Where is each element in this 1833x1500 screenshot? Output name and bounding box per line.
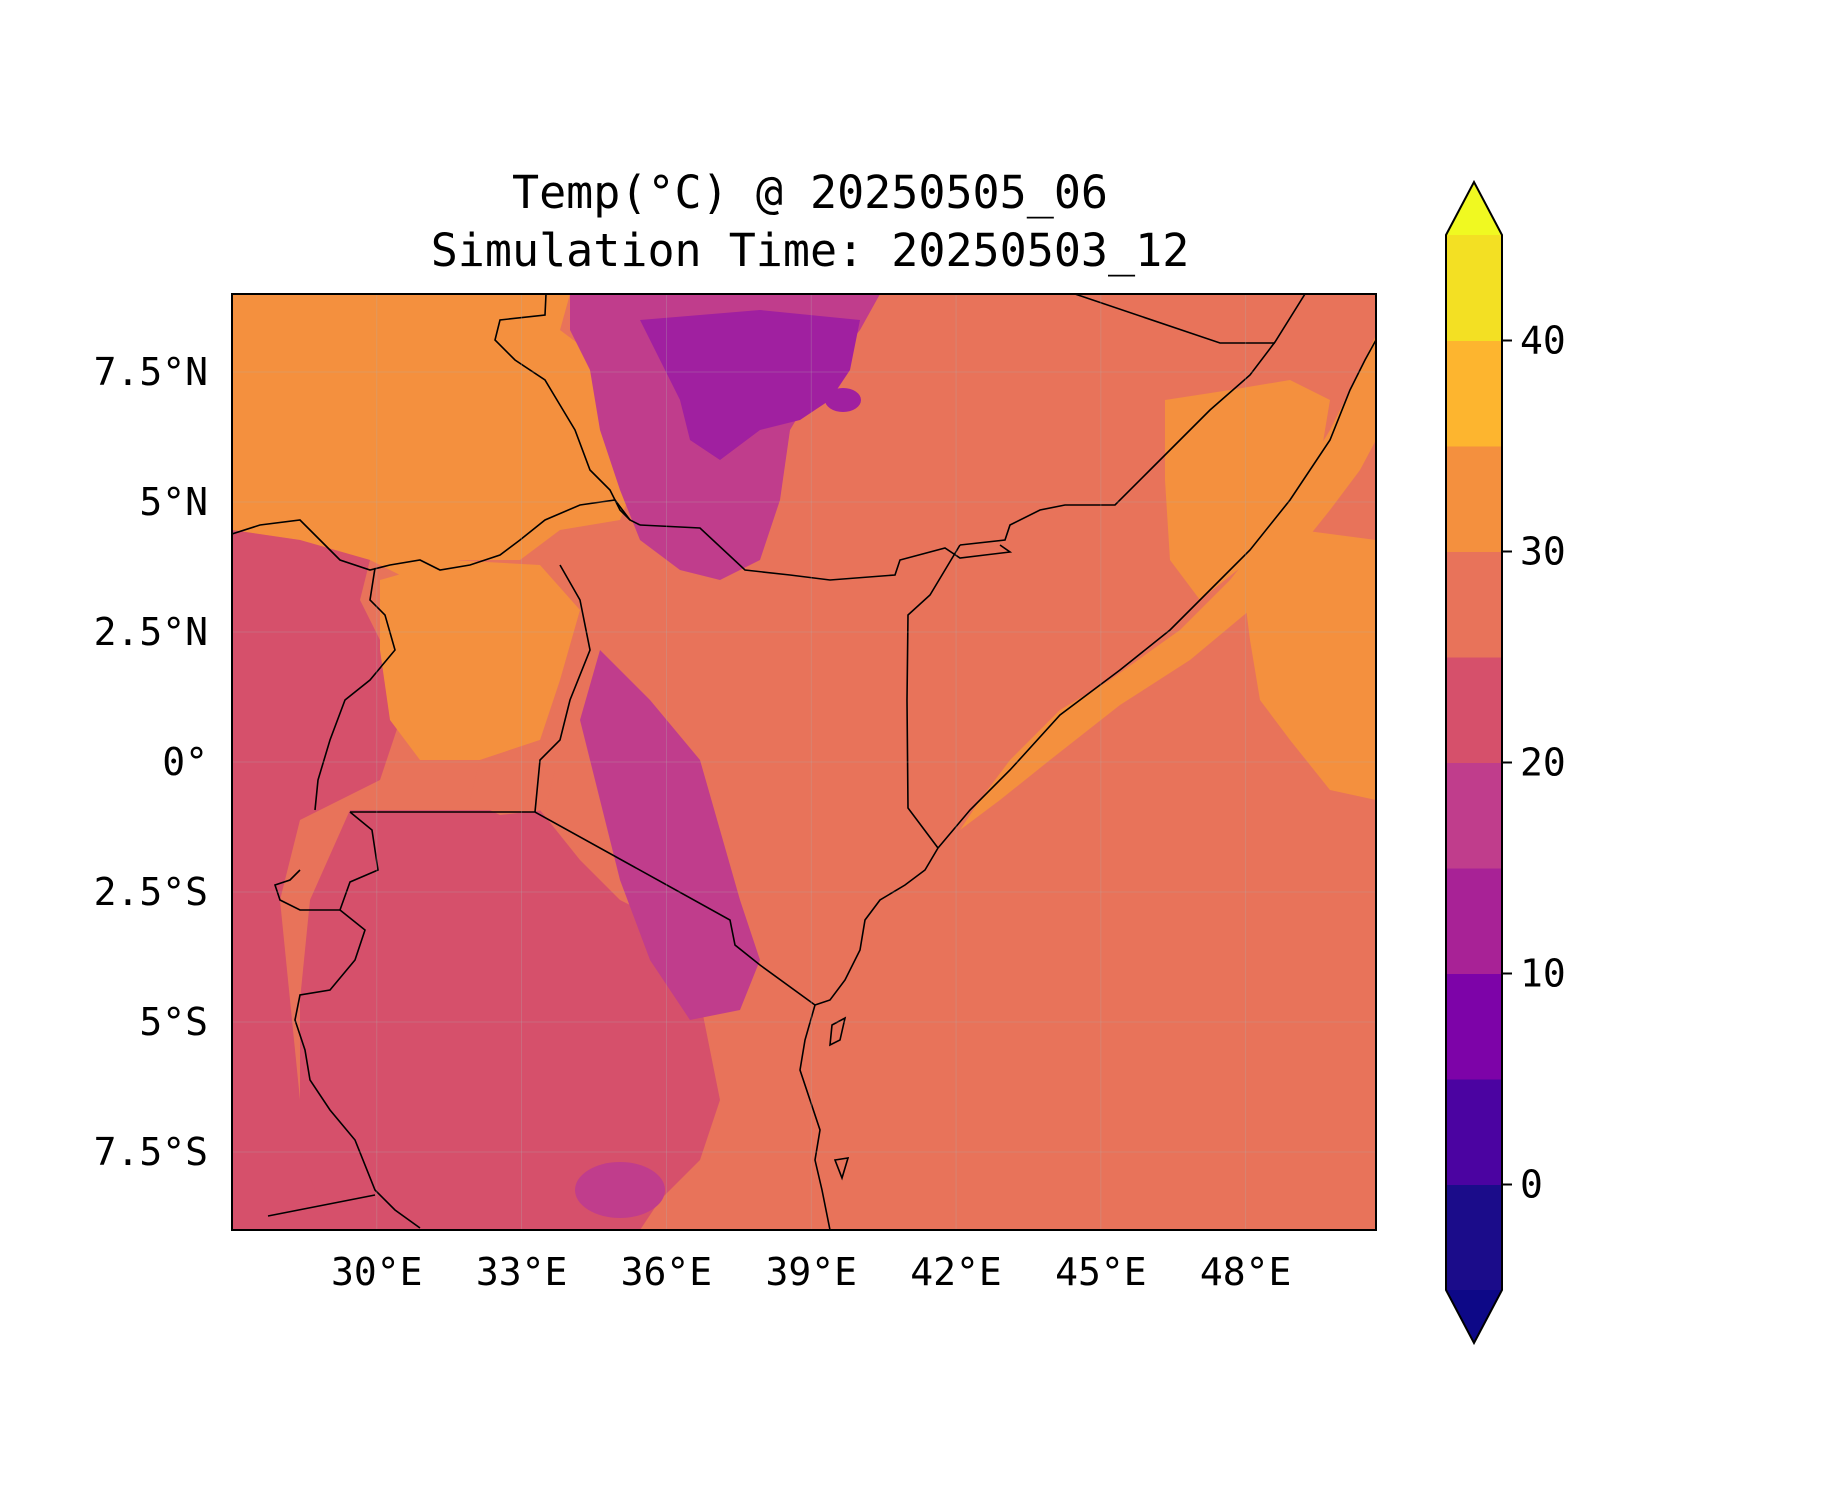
colorbar: 0 10 20 30 40 — [1445, 179, 1566, 1346]
x-tick-label: 36°E — [621, 1250, 713, 1294]
border-south-sudan-uganda — [232, 499, 631, 571]
region-uganda-warm — [380, 560, 580, 760]
y-axis-ticks: 7.5°N 5°N 2.5°N 0° 2.5°S 5°S 7.5°S — [94, 350, 208, 1174]
region-ethiopian-highlands-core — [640, 310, 860, 460]
colorbar-segment — [1446, 446, 1502, 552]
colorbar-segment — [1446, 1184, 1502, 1291]
region-ocean-warm-patch — [1240, 530, 1376, 800]
y-tick-label: 5°N — [139, 480, 208, 524]
border-tanzania-zambia — [267, 1194, 376, 1217]
colorbar-extend-under — [1446, 1290, 1502, 1343]
region-lake-victoria — [470, 740, 555, 815]
colorbar-tick-label: 30 — [1520, 530, 1566, 574]
colorbar-outline — [1445, 179, 1503, 1346]
region-somalia-inland-warm — [1165, 380, 1330, 600]
colorbar-segment — [1446, 657, 1502, 763]
colorbar-tick-label: 10 — [1520, 952, 1566, 996]
region-somalia-coast — [960, 335, 1376, 830]
x-tick-label: 42°E — [910, 1250, 1002, 1294]
island-mafia — [833, 1157, 850, 1181]
border-rwanda-burundi — [273, 811, 379, 911]
border-ethiopia-djibouti — [1074, 294, 1275, 344]
colorbar-tick-label: 20 — [1520, 741, 1566, 785]
y-tick-label: 7.5°S — [94, 1130, 208, 1174]
x-tick-label: 48°E — [1200, 1250, 1292, 1294]
chart-subtitle: Simulation Time: 20250503_12 — [430, 224, 1190, 277]
y-tick-label: 2.5°S — [94, 870, 208, 914]
border-uganda-drc — [314, 567, 396, 811]
x-tick-label: 33°E — [476, 1250, 568, 1294]
region-kenya-highlands — [580, 650, 760, 1020]
region-tanzania-interior — [300, 810, 720, 1230]
colorbar-segment — [1446, 1079, 1502, 1185]
colorbar-tick-label: 40 — [1520, 319, 1566, 363]
region-highland-cold-spot — [825, 388, 861, 412]
border-sudan-ethiopia — [494, 294, 641, 526]
region-north-plains — [232, 294, 640, 575]
island-zanzibar — [829, 1016, 847, 1047]
colorbar-segment — [1446, 551, 1502, 658]
region-tanzania-cold-spot — [575, 1162, 665, 1218]
map-frame — [231, 293, 1377, 1231]
border-coast-kenya-tanzania — [799, 847, 939, 1230]
y-tick-label: 5°S — [139, 1000, 208, 1044]
colorbar-extend-over — [1446, 182, 1502, 235]
coast-somalia — [937, 339, 1376, 849]
colorbar-segment — [1446, 340, 1502, 447]
country-borders — [232, 294, 1376, 1230]
region-uganda-congo — [232, 530, 400, 1230]
border-ethiopia-somalia — [959, 294, 1306, 546]
y-tick-label: 0° — [162, 740, 208, 784]
colorbar-tick-label: 0 — [1520, 1163, 1543, 1207]
colorbar-segment — [1446, 973, 1502, 1080]
y-tick-label: 2.5°N — [94, 610, 208, 654]
temperature-field — [232, 294, 1376, 1230]
x-axis-ticks: 30°E 33°E 36°E 39°E 42°E 45°E 48°E — [331, 1250, 1291, 1294]
chart-title: Temp(°C) @ 20250505_06 — [511, 166, 1109, 219]
x-tick-label: 30°E — [331, 1250, 423, 1294]
border-burundi-tanzania — [294, 909, 421, 1229]
colorbar-segment — [1446, 235, 1502, 341]
border-uganda-kenya — [534, 564, 591, 813]
border-ethiopia-kenya — [639, 524, 1013, 581]
x-tick-label: 45°E — [1055, 1250, 1147, 1294]
y-tick-label: 7.5°N — [94, 350, 208, 394]
colorbar-segment — [1446, 868, 1502, 974]
border-lake-victoria-south — [350, 811, 816, 1006]
gridlines — [232, 294, 1376, 1230]
x-tick-label: 39°E — [765, 1250, 857, 1294]
colorbar-segment — [1446, 762, 1502, 869]
border-kenya-somalia — [906, 544, 961, 849]
